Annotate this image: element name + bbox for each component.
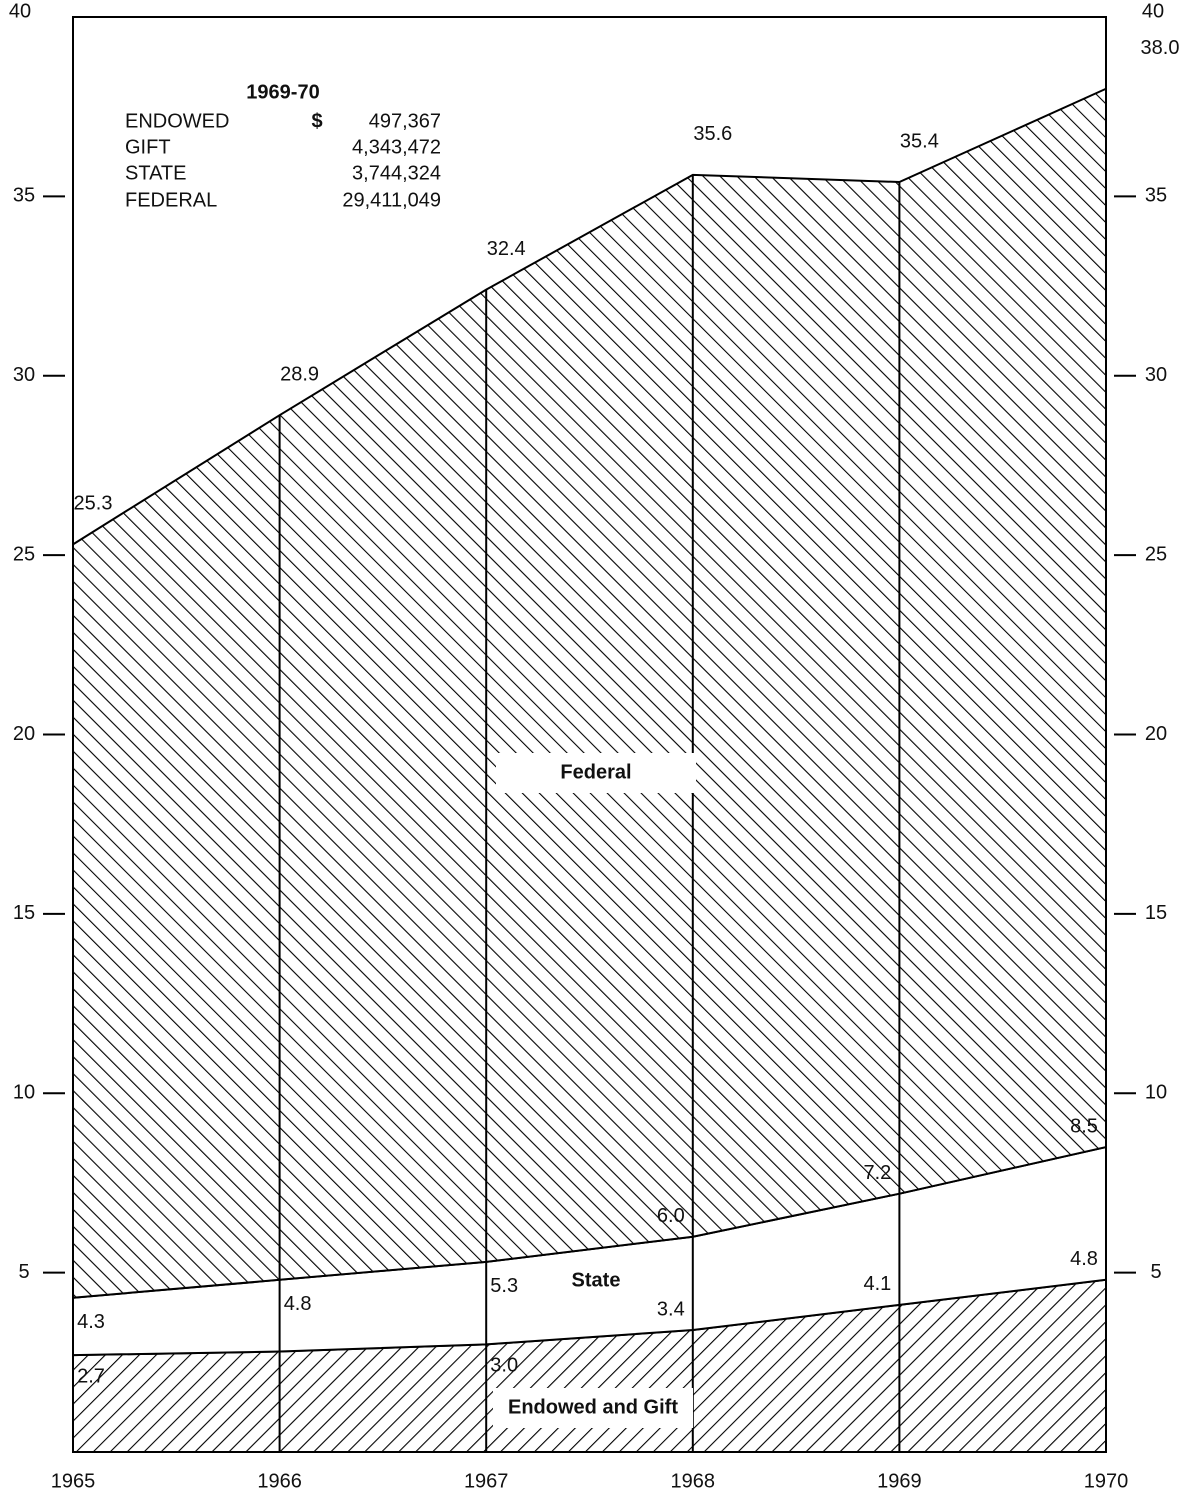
value-label: 7.2	[863, 1162, 891, 1184]
y2-tick-label: 30	[1145, 364, 1167, 386]
value-label: 35.6	[693, 123, 732, 145]
value-label: 5.3	[490, 1275, 518, 1297]
value-label: 4.1	[863, 1273, 891, 1295]
label-box	[493, 1388, 693, 1428]
y2-tick-label: 35	[1145, 185, 1167, 207]
y-tick-label: 35	[13, 185, 35, 207]
inset-amount: 497,367	[369, 110, 441, 132]
y-tick-label: 15	[13, 902, 35, 924]
inset-title: 1969-70	[246, 81, 319, 103]
x-tick-label: 1969	[877, 1470, 922, 1492]
y-tick-label: 20	[13, 723, 35, 745]
inset-label: GIFT	[125, 136, 171, 158]
x-tick-label: 1967	[464, 1470, 509, 1492]
value-label: 3.4	[657, 1298, 685, 1320]
value-label: 25.3	[74, 493, 113, 515]
y2-tick-label: 5	[1150, 1261, 1161, 1283]
value-label: 4.8	[1070, 1248, 1098, 1270]
inset-amount: 3,744,324	[352, 162, 441, 184]
value-label: 32.4	[487, 238, 526, 260]
series-label: State	[572, 1269, 621, 1291]
y-tick-label: 5	[18, 1261, 29, 1283]
x-tick-label: 1968	[671, 1470, 716, 1492]
value-label: 8.5	[1070, 1115, 1098, 1137]
series-label: Endowed and Gift	[508, 1396, 678, 1418]
value-label: 3.0	[490, 1355, 518, 1377]
x-tick-label: 1965	[51, 1470, 96, 1492]
y2-tick-label: 20	[1145, 723, 1167, 745]
y2-tick-label: 15	[1145, 902, 1167, 924]
x-tick-label: 1970	[1084, 1470, 1129, 1492]
y2-tick-label: 40	[1142, 0, 1164, 22]
value-label: 28.9	[280, 363, 319, 385]
y-tick-label: 25	[13, 543, 35, 565]
x-tick-label: 1966	[257, 1470, 302, 1492]
inset-label: STATE	[125, 162, 186, 184]
inset-amount: 4,343,472	[352, 136, 441, 158]
y-tick-label: 10	[13, 1082, 35, 1104]
value-label: 35.4	[900, 130, 939, 152]
value-label: 2.7	[77, 1365, 105, 1387]
y2-tick-label: 25	[1145, 543, 1167, 565]
inset-label: FEDERAL	[125, 189, 217, 211]
series-label: Federal	[560, 761, 631, 783]
value-label: 4.8	[284, 1293, 312, 1315]
inset-currency: $	[311, 110, 322, 132]
inset-label: ENDOWED	[125, 110, 229, 132]
y2-tick-label: 10	[1145, 1082, 1167, 1104]
y-tick-label: 40	[9, 0, 31, 22]
y-tick-label: 30	[13, 364, 35, 386]
label-box	[496, 753, 696, 793]
area	[72, 87, 1107, 1299]
value-label: 6.0	[657, 1205, 685, 1227]
value-label: 38.0	[1141, 37, 1180, 59]
value-label: 4.3	[77, 1311, 105, 1333]
inset-amount: 29,411,049	[342, 189, 441, 211]
